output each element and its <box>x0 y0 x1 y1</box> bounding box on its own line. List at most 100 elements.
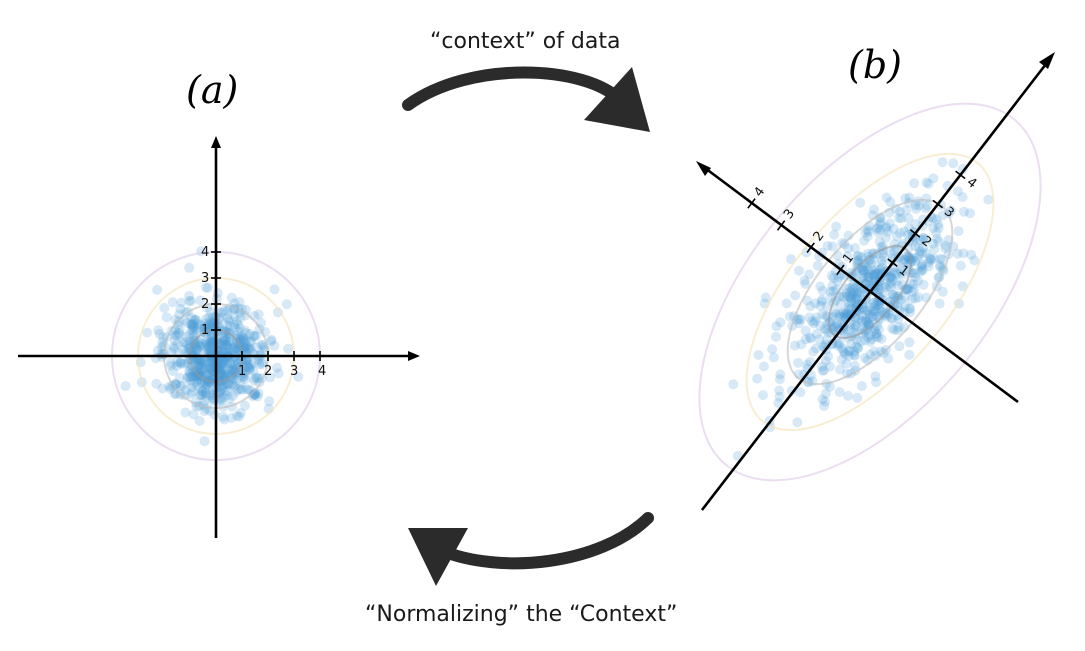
panel-a-point <box>193 367 204 378</box>
panel-b-point <box>840 329 850 340</box>
panel-a-point <box>240 374 250 385</box>
panel-b-point <box>889 324 900 335</box>
panel-a-point <box>157 383 168 394</box>
panel-a-point <box>224 336 234 347</box>
panel-a-point <box>204 341 215 352</box>
panel-a-point <box>170 330 181 341</box>
panel-a-point <box>241 355 252 366</box>
panel-a-point <box>232 355 243 366</box>
panel-b-point <box>843 243 854 254</box>
panel-a-point <box>183 371 193 382</box>
panel-b-point <box>880 282 891 293</box>
panel-b-point <box>933 222 944 233</box>
panel-a-point <box>221 333 232 344</box>
panel-a-point <box>203 282 213 293</box>
panel-a-point <box>248 366 259 377</box>
panel-a-point <box>216 365 227 376</box>
panel-b-point <box>849 360 860 371</box>
panel-b-point <box>925 254 936 265</box>
panel-a-point <box>227 378 238 389</box>
panel-b-point <box>955 260 966 271</box>
panel-a-point <box>167 297 178 308</box>
panel-b-major-tick-2 <box>909 229 921 238</box>
panel-b-point <box>857 269 868 280</box>
panel-a-point <box>201 337 212 348</box>
panel-a-point <box>252 342 263 353</box>
panel-b-point <box>858 265 869 276</box>
panel-a-point <box>224 343 235 354</box>
panel-a-point <box>216 356 227 367</box>
panel-a-point <box>251 372 262 383</box>
panel-b-point <box>867 311 878 322</box>
panel-a-point <box>201 343 212 354</box>
panel-b-point <box>931 227 942 238</box>
panel-b-point <box>844 301 855 312</box>
panel-a-point <box>240 325 251 336</box>
panel-b-point <box>929 253 939 264</box>
panel-a-point <box>220 335 231 346</box>
panel-b-point <box>859 235 870 246</box>
panel-b-point <box>837 238 848 248</box>
panel-a-point <box>248 331 259 341</box>
panel-b-point <box>862 271 873 282</box>
panel-a-point <box>256 339 267 350</box>
panel-a-point <box>221 364 232 375</box>
panel-b-point <box>905 278 916 289</box>
panel-b-contour-3 <box>745 152 995 432</box>
panel-b-point <box>958 248 969 259</box>
panel-a-point <box>229 342 240 353</box>
panel-b-point <box>983 194 994 205</box>
panel-a-point <box>244 343 254 354</box>
panel-b-point <box>872 267 883 278</box>
panel-a-point <box>202 356 213 367</box>
panel-a-point <box>235 312 246 323</box>
panel-b-point <box>841 283 852 294</box>
panel-b-point <box>875 264 886 275</box>
panel-a-point <box>245 344 256 355</box>
panel-a-point <box>228 390 238 401</box>
panel-a-point <box>222 390 232 401</box>
panel-b-major-tick-label-4: 4 <box>964 175 980 192</box>
panel-b-point <box>853 251 864 262</box>
panel-b-point <box>846 339 856 349</box>
panel-a-point <box>251 330 262 341</box>
panel-b-point <box>948 158 959 169</box>
panel-a-point <box>257 359 267 370</box>
panel-a-point <box>240 400 250 411</box>
panel-b-point <box>822 240 833 251</box>
panel-b-point <box>931 214 942 225</box>
panel-a-point <box>204 312 215 323</box>
panel-a-point <box>191 377 202 388</box>
panel-b-point <box>873 299 883 310</box>
panel-a-y-tick-label-3: 3 <box>201 271 209 286</box>
panel-a-point <box>240 366 251 377</box>
panel-b-point <box>845 293 856 304</box>
panel-a-point <box>196 357 206 367</box>
panel-a-point <box>173 316 184 327</box>
panel-a-point <box>218 335 229 346</box>
panel-b-point <box>935 262 946 273</box>
panel-b-point <box>857 310 868 321</box>
panel-b-point <box>831 318 842 329</box>
panel-a-point <box>226 292 237 303</box>
panel-b-major-tick-3 <box>932 199 943 209</box>
panel-b-point <box>795 387 806 398</box>
panel-b-point <box>953 226 964 237</box>
panel-b-point <box>903 213 914 224</box>
panel-a-point <box>172 338 183 349</box>
panel-b-point <box>876 255 887 266</box>
panel-a-point <box>191 364 202 375</box>
panel-b-point <box>957 281 968 292</box>
panel-a-point <box>195 361 206 372</box>
panel-b-point <box>832 338 843 349</box>
panel-a-point <box>165 357 176 368</box>
panel-b-point <box>912 252 923 263</box>
panel-b-point <box>876 333 887 344</box>
panel-b-point <box>881 223 892 234</box>
panel-b-point <box>774 374 785 385</box>
panel-b-point <box>895 207 905 217</box>
panel-a-point <box>257 340 268 351</box>
panel-b-point <box>816 296 827 307</box>
panel-a-point <box>192 345 203 356</box>
panel-a-point <box>221 346 232 357</box>
